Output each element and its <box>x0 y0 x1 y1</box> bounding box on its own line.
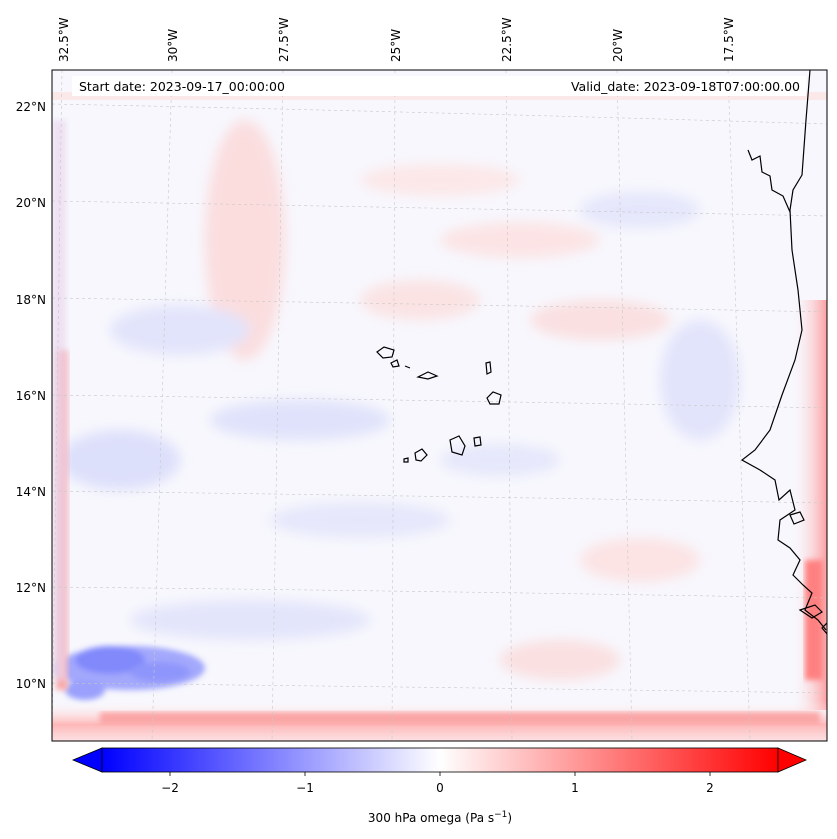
longitude-labels: 32.5°W 30°W 27.5°W 25°W 22.5°W 20°W 17.5… <box>57 17 736 62</box>
island-maio <box>473 436 482 447</box>
colorbar-title-suffix: ) <box>507 811 512 825</box>
island-santo-antao <box>376 346 395 359</box>
coastlines <box>740 70 827 635</box>
island-boa-vista <box>486 391 502 405</box>
island-sao-vicente <box>390 359 400 368</box>
senegal-coast-detail <box>747 149 791 213</box>
lat-label: 16°N <box>16 389 46 403</box>
lat-label: 20°N <box>16 196 46 210</box>
lon-label: 32.5°W <box>57 17 71 62</box>
guinea-bissau-islands <box>798 604 823 619</box>
island-sal <box>485 361 492 375</box>
island-santa-luzia <box>404 365 411 369</box>
colorbar-extend-left <box>71 747 103 773</box>
cape-verde-islands <box>376 346 502 463</box>
colorbar-ticks <box>169 772 711 776</box>
valid-date-label: Valid_date: 2023-09-18T07:00:00.00 <box>571 79 800 94</box>
colorbar-extend-right <box>777 747 808 773</box>
island-fogo <box>414 448 428 462</box>
map-frame <box>51 69 828 742</box>
island-brava <box>403 457 409 463</box>
colorbar-title-exponent: −1 <box>494 810 507 820</box>
latitude-labels: 22°N 20°N 18°N 16°N 14°N 12°N 10°N <box>16 100 46 691</box>
lon-label: 25°W <box>389 29 403 62</box>
lon-label: 20°W <box>611 29 625 62</box>
header-labels: Start date: 2023-09-17_00:00:00 Valid_da… <box>72 76 806 96</box>
gridlines <box>52 70 827 741</box>
omega-field <box>52 70 827 741</box>
colorbar-tick-label: 0 <box>436 781 444 795</box>
lat-label: 22°N <box>16 100 46 114</box>
lon-label: 17.5°W <box>722 17 736 62</box>
colorbar-tick-label: 1 <box>571 781 579 795</box>
island-santiago <box>449 435 466 456</box>
island-sao-nicolau <box>416 371 439 380</box>
lon-label: 30°W <box>166 29 180 62</box>
lat-label: 14°N <box>16 485 46 499</box>
colorbar-tick-label: 2 <box>706 781 714 795</box>
lat-label: 12°N <box>16 581 46 595</box>
colorbar-title: 300 hPa omega (Pa s−1) <box>368 810 512 825</box>
start-date-label: Start date: 2023-09-17_00:00:00 <box>79 79 285 94</box>
lon-label: 22.5°W <box>500 17 514 62</box>
colorbar-title-prefix: 300 hPa omega (Pa s <box>368 811 494 825</box>
colorbar-tick-label: −1 <box>296 781 314 795</box>
west-africa-coastline <box>740 70 827 631</box>
colorbar-body <box>101 747 779 773</box>
lon-label: 27.5°W <box>277 17 291 62</box>
lat-label: 18°N <box>16 293 46 307</box>
lat-label: 10°N <box>16 677 46 691</box>
colorbar-tick-label: −2 <box>161 781 179 795</box>
colorbar: −2 −1 0 1 2 300 hPa omega (Pa s−1) <box>71 747 808 825</box>
